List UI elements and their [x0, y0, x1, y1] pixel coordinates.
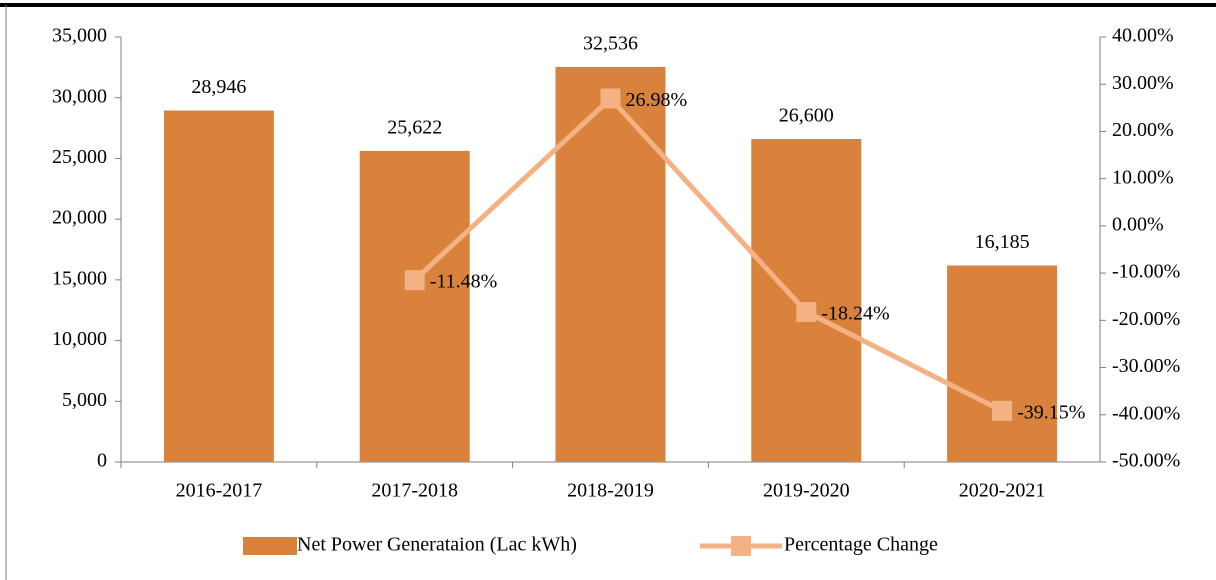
legend-label: Net Power Generataion (Lac kWh) [297, 534, 577, 556]
bar-value-label: 26,600 [779, 105, 834, 127]
x-tick-label: 2018-2019 [567, 480, 654, 502]
y-tick-label: 0 [97, 450, 107, 472]
y2-tick-label: 30.00% [1112, 72, 1174, 94]
y-tick-label: 25,000 [52, 146, 107, 168]
line-value-label: -18.24% [821, 303, 889, 325]
line-marker [600, 88, 621, 109]
line-marker [796, 302, 817, 323]
y-tick-label: 5,000 [62, 389, 107, 411]
x-tick-label: 2020-2021 [959, 480, 1046, 502]
y2-tick-label: 40.00% [1112, 25, 1174, 47]
y2-tick-label: -10.00% [1112, 261, 1180, 283]
y2-tick-label: -20.00% [1112, 308, 1180, 330]
bar-value-label: 32,536 [583, 33, 638, 55]
y2-tick-label: -50.00% [1112, 450, 1180, 472]
bar [751, 139, 862, 462]
x-tick-label: 2017-2018 [371, 480, 458, 502]
bar [359, 150, 470, 462]
line-value-label: 26.98% [626, 89, 688, 111]
legend-label: Percentage Change [784, 534, 938, 556]
line-marker [992, 400, 1013, 421]
y2-tick-label: -30.00% [1112, 355, 1180, 377]
bar [163, 110, 274, 463]
line-value-label: -39.15% [1017, 401, 1085, 423]
line-marker [404, 270, 425, 291]
x-tick-label: 2016-2017 [176, 480, 263, 502]
bar-value-label: 28,946 [191, 76, 246, 98]
legend-swatch [243, 537, 297, 555]
y2-tick-label: 10.00% [1112, 166, 1174, 188]
y-tick-label: 15,000 [52, 267, 107, 289]
bar [947, 265, 1058, 462]
x-tick-label: 2019-2020 [763, 480, 850, 502]
y-tick-label: 10,000 [52, 328, 107, 350]
y2-tick-label: 20.00% [1112, 119, 1174, 141]
bar-value-label: 16,185 [975, 231, 1030, 253]
y-tick-label: 35,000 [52, 25, 107, 47]
bar-value-label: 25,622 [387, 116, 442, 138]
legend-marker [731, 536, 751, 556]
y2-tick-label: -40.00% [1112, 402, 1180, 424]
line [412, 94, 1004, 413]
y2-tick-label: 0.00% [1112, 213, 1164, 235]
line-value-label: -11.48% [430, 271, 498, 293]
y-tick-label: 20,000 [52, 207, 107, 229]
y-tick-label: 30,000 [52, 85, 107, 107]
bar [555, 66, 666, 463]
